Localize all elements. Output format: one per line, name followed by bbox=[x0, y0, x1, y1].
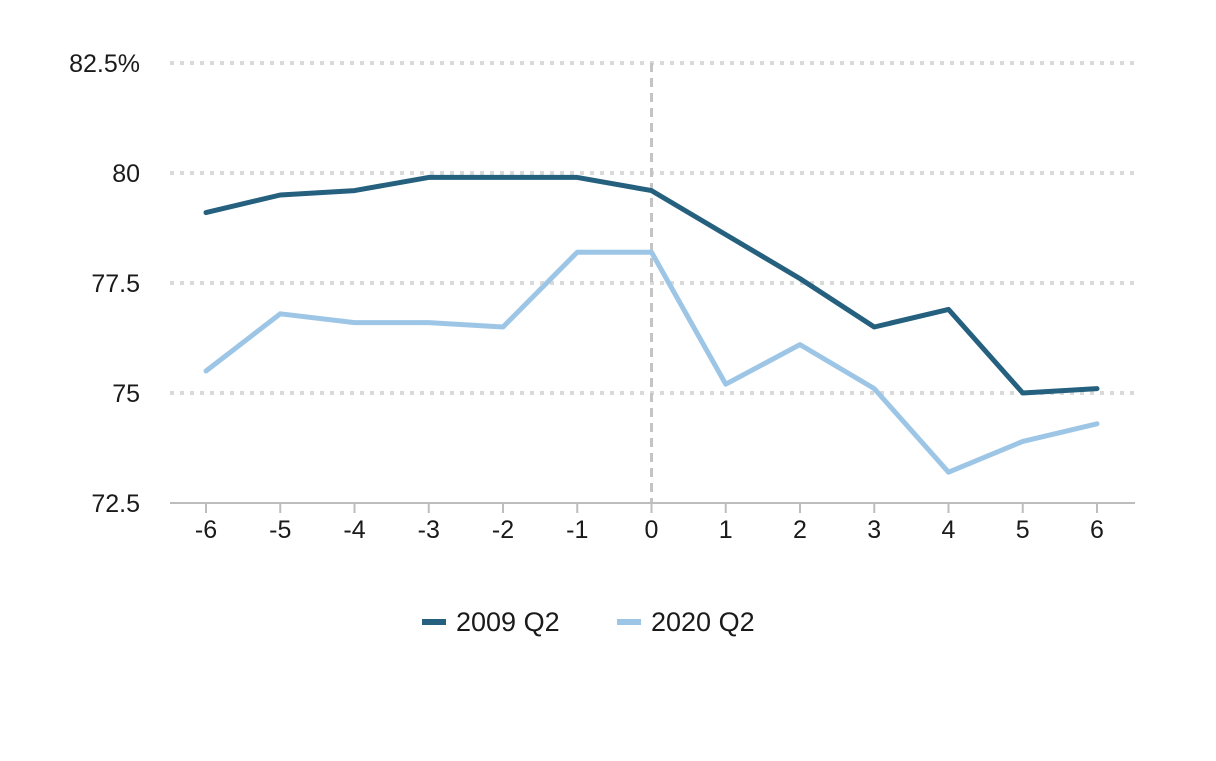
x-tick-label: -3 bbox=[418, 516, 440, 544]
legend: 2009 Q2 2020 Q2 bbox=[422, 607, 755, 637]
x-tick-label: 4 bbox=[942, 516, 956, 544]
series-lines bbox=[203, 174, 1100, 475]
y-tick-label: 72.5 bbox=[91, 490, 140, 518]
x-tick-label: 2 bbox=[793, 516, 807, 544]
x-tick-label: 5 bbox=[1016, 516, 1030, 544]
x-tick-label: -4 bbox=[343, 516, 365, 544]
y-tick-label: 77.5 bbox=[91, 270, 140, 298]
series-line-2009-q2 bbox=[203, 174, 1100, 396]
x-tick-label: -1 bbox=[566, 516, 588, 544]
y-tick-label: 82.5% bbox=[69, 50, 140, 78]
legend-label: 2009 Q2 bbox=[456, 607, 560, 637]
x-tick-label: 1 bbox=[719, 516, 733, 544]
x-tick-label: -6 bbox=[195, 516, 217, 544]
legend-label: 2020 Q2 bbox=[651, 607, 755, 637]
series-line-2020-q2 bbox=[203, 249, 1100, 475]
x-tick-label: 6 bbox=[1090, 516, 1104, 544]
y-tick-label: 80 bbox=[112, 160, 140, 188]
x-tick-label: 0 bbox=[645, 516, 659, 544]
axes: 72.5 75 77.5 80 82.5% -6 -5 -4 -3 -2 -1 0 1 2 3 4 5 6 bbox=[69, 50, 1135, 544]
x-tick-label: -2 bbox=[492, 516, 514, 544]
y-tick-label: 75 bbox=[112, 380, 140, 408]
x-tick-label: 3 bbox=[867, 516, 881, 544]
gridlines bbox=[170, 61, 1135, 503]
x-tick-label: -5 bbox=[269, 516, 291, 544]
